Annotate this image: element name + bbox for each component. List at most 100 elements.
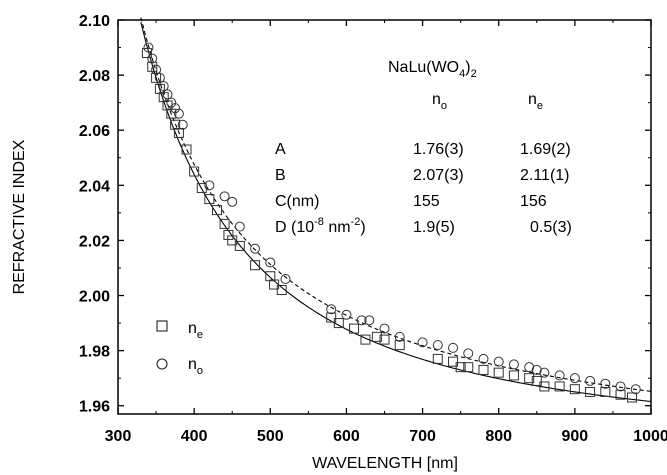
- param-no-value: 2.07(3): [413, 167, 464, 184]
- point-ne: [196, 183, 207, 194]
- fit-curves: [140, 17, 652, 403]
- point-no: [326, 304, 337, 315]
- x-tick-label: 900: [562, 428, 589, 445]
- y-tick-label: 2.06: [79, 123, 110, 140]
- point-no: [250, 243, 261, 254]
- point-ne: [531, 375, 542, 386]
- point-ne: [379, 334, 390, 345]
- y-tick-label: 2.04: [79, 178, 110, 195]
- x-tick-label: 600: [333, 428, 360, 445]
- point-ne: [371, 331, 382, 342]
- point-ne: [227, 235, 238, 246]
- point-ne: [539, 381, 550, 392]
- point-no: [166, 97, 177, 108]
- y-tick-label: 1.96: [79, 399, 110, 416]
- point-ne: [170, 119, 181, 130]
- x-tick-label: 1000: [633, 428, 667, 445]
- x-tick-label: 800: [485, 428, 512, 445]
- data-points: [141, 42, 641, 403]
- point-no: [379, 323, 390, 334]
- point-no: [177, 119, 188, 130]
- legend: ne no: [156, 320, 203, 377]
- point-ne: [326, 312, 337, 323]
- point-ne: [166, 108, 177, 119]
- point-no: [615, 381, 626, 392]
- point-no: [219, 191, 230, 202]
- point-ne: [432, 353, 443, 364]
- point-ne: [448, 356, 459, 367]
- point-ne: [615, 389, 626, 400]
- point-ne: [204, 194, 215, 205]
- legend-no: no: [188, 356, 203, 377]
- y-tick-label: 2.08: [79, 68, 110, 85]
- legend-square-marker: [156, 320, 168, 332]
- point-ne: [600, 386, 611, 397]
- point-no: [154, 72, 165, 83]
- point-no: [234, 221, 245, 232]
- point-ne: [493, 367, 504, 378]
- point-no: [630, 384, 641, 395]
- param-ne-value: 2.11(1): [520, 167, 570, 184]
- point-ne: [524, 373, 535, 384]
- point-ne: [626, 392, 637, 403]
- point-no: [265, 257, 276, 268]
- point-no: [204, 180, 215, 191]
- param-ne-value: 1.69(2): [520, 141, 571, 158]
- fit-curve-ne: [140, 22, 652, 403]
- point-no: [364, 315, 375, 326]
- point-ne: [269, 279, 280, 290]
- x-tick-label: 500: [257, 428, 284, 445]
- param-d-no: 1.9(5): [413, 219, 455, 236]
- param-label-d: D (10-8 nm-2): [275, 216, 366, 236]
- y-tick-labels: 1.96 1.98 2.00 2.02 2.04 2.06 2.08 2.10: [79, 13, 110, 416]
- param-no-value: 155: [413, 193, 440, 210]
- point-ne: [141, 48, 152, 59]
- point-no: [554, 370, 565, 381]
- param-label: A: [275, 141, 286, 158]
- point-ne: [234, 240, 245, 251]
- point-no: [280, 273, 291, 284]
- point-ne: [173, 127, 184, 138]
- fit-curve-no: [140, 17, 652, 392]
- point-ne: [333, 318, 344, 329]
- point-no: [162, 89, 173, 100]
- point-ne: [478, 364, 489, 375]
- point-no: [463, 348, 474, 359]
- point-ne: [181, 144, 192, 155]
- x-tick-label: 300: [105, 428, 132, 445]
- point-no: [147, 53, 158, 64]
- point-no: [600, 378, 611, 389]
- point-no: [417, 337, 428, 348]
- legend-circle-marker: [156, 358, 168, 370]
- param-ne-value: 156: [520, 193, 547, 210]
- point-ne: [349, 323, 360, 334]
- point-ne: [276, 285, 287, 296]
- point-ne: [569, 384, 580, 395]
- point-no: [227, 196, 238, 207]
- y-tick-label: 2.02: [79, 233, 110, 250]
- y-axis-label: REFRACTIVE INDEX: [11, 139, 28, 294]
- point-ne: [189, 166, 200, 177]
- point-ne: [211, 205, 222, 216]
- point-ne: [508, 370, 519, 381]
- axis-ticks: [117, 19, 652, 414]
- point-ne: [219, 218, 230, 229]
- point-no: [143, 42, 154, 53]
- point-no: [508, 359, 519, 370]
- point-ne: [394, 340, 405, 351]
- param-d-ne: 0.5(3): [530, 219, 572, 236]
- point-no: [493, 356, 504, 367]
- point-ne: [250, 260, 261, 271]
- point-no: [539, 367, 550, 378]
- point-no: [394, 331, 405, 342]
- point-no: [170, 103, 181, 114]
- point-no: [356, 315, 367, 326]
- point-ne: [360, 334, 371, 345]
- x-tick-labels: 300 400 500 600 700 800 900 1000: [105, 428, 667, 445]
- point-no: [478, 353, 489, 364]
- point-ne: [265, 271, 276, 282]
- point-ne: [463, 362, 474, 373]
- y-tick-label: 1.98: [79, 344, 110, 361]
- point-no: [585, 375, 596, 386]
